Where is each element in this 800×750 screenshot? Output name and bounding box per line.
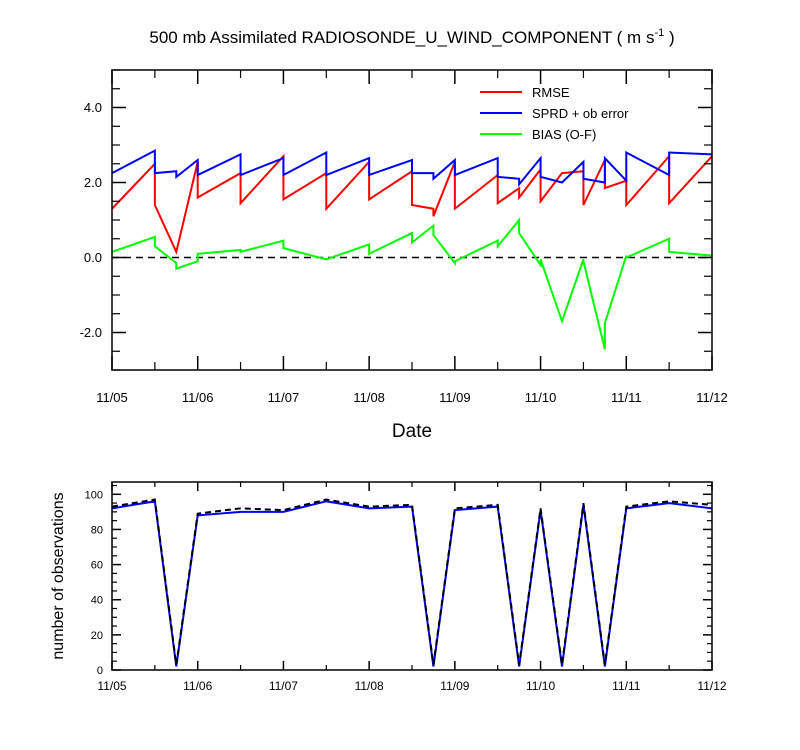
y-tick-label: 100 [85, 489, 103, 501]
x-tick-label: 11/09 [439, 390, 471, 405]
x-tick-label: 11/11 [612, 679, 641, 693]
y-tick-label: 0.0 [84, 250, 102, 265]
x-axis-label: Date [392, 421, 432, 442]
y-tick-label: 20 [91, 630, 103, 642]
x-tick-label: 11/06 [182, 390, 214, 405]
chart-title-superscript: -1 [654, 27, 664, 39]
top-y-tick-labels: -2.0 0.0 2.0 4.0 [80, 100, 102, 340]
y-tick-label: 40 [91, 595, 103, 607]
bottom-plot-frame [111, 481, 713, 671]
chart-title-main: 500 mb Assimilated RADIOSONDE_U_WIND_COM… [149, 28, 654, 47]
legend-label: SPRD + ob error [532, 106, 629, 121]
y-tick-label: 80 [91, 524, 103, 536]
bottom-x-tick-labels: 11/05 11/06 11/07 11/08 11/09 11/10 11/11 11/12 [97, 679, 726, 693]
y-tick-label: 2.0 [84, 175, 102, 190]
x-tick-label: 11/10 [525, 390, 557, 405]
x-tick-label: 11/10 [526, 679, 555, 693]
x-tick-label: 11/12 [696, 390, 728, 405]
x-tick-label: 11/05 [97, 679, 126, 693]
bottom-series-group [111, 498, 713, 667]
series-line-sprd-ob-error [111, 148, 713, 188]
y-axis-label: number of observations [50, 492, 67, 659]
top-x-tick-labels: 11/05 11/06 11/07 11/08 11/09 11/10 11/11 11/12 [96, 390, 728, 405]
x-tick-label: 11/12 [697, 679, 726, 693]
x-tick-label: 11/08 [355, 679, 384, 693]
x-tick-label: 11/09 [440, 679, 469, 693]
x-tick-label: 11/05 [96, 390, 128, 405]
chart-title-end: ) [664, 28, 674, 47]
x-tick-label: 11/08 [353, 390, 385, 405]
legend: RMSE SPRD + ob error BIAS (O-F) [480, 85, 629, 142]
top-series-group [111, 148, 713, 350]
legend-label: BIAS (O-F) [532, 127, 596, 142]
x-tick-label: 11/06 [183, 679, 212, 693]
series-line-observations-available [111, 498, 713, 665]
y-tick-label: -2.0 [80, 325, 102, 340]
x-tick-label: 11/11 [611, 390, 642, 405]
top-ticks-group [111, 69, 713, 371]
y-tick-label: 0 [97, 665, 103, 677]
y-tick-label: 4.0 [84, 100, 102, 115]
y-tick-label: 60 [91, 560, 103, 572]
x-tick-label: 11/07 [268, 390, 300, 405]
chart-title: 500 mb Assimilated RADIOSONDE_U_WIND_COM… [149, 27, 674, 47]
series-line-observations-used [111, 500, 713, 667]
top-plot-frame [111, 69, 713, 371]
x-tick-label: 11/07 [269, 679, 298, 693]
series-line-bias-o-f [111, 217, 713, 350]
legend-label: RMSE [532, 85, 570, 100]
bottom-y-tick-labels: 0 20 40 60 80 100 [85, 489, 103, 677]
bottom-ticks-group [111, 482, 713, 671]
